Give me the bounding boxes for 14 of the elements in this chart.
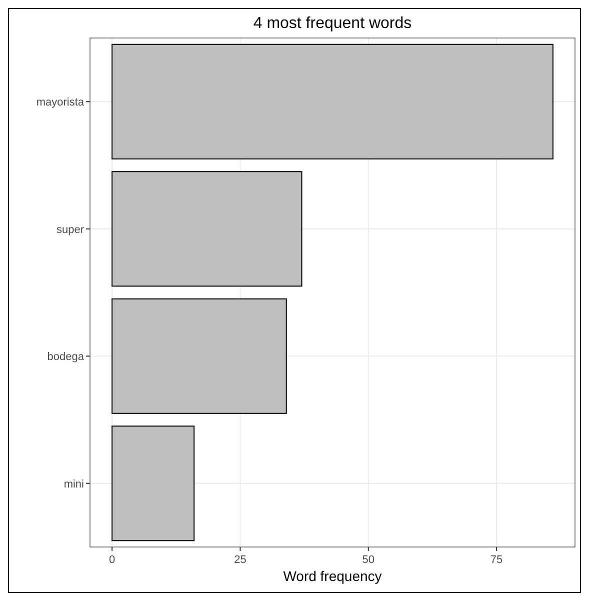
x-axis-title: Word frequency bbox=[283, 568, 382, 584]
y-tick-label: super bbox=[56, 224, 84, 236]
bar bbox=[112, 298, 287, 414]
x-tick-label: 25 bbox=[234, 554, 246, 566]
chart-title: 4 most frequent words bbox=[253, 15, 412, 32]
bar bbox=[112, 426, 195, 542]
bar bbox=[112, 44, 554, 160]
y-tick-label: bodega bbox=[47, 351, 85, 364]
x-tick-label: 0 bbox=[108, 554, 116, 566]
y-tick-label: mini bbox=[64, 478, 84, 490]
y-tick-label: mayorista bbox=[36, 96, 85, 109]
bar bbox=[112, 171, 302, 287]
x-tick-label: 75 bbox=[490, 554, 503, 566]
x-tick-label: 50 bbox=[362, 554, 375, 566]
